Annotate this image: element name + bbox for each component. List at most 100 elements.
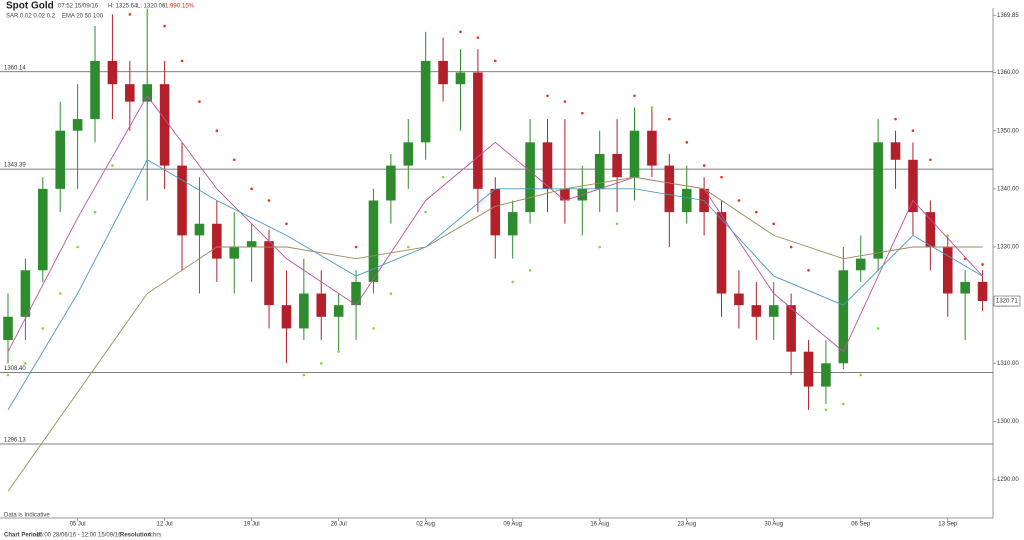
candle-body	[560, 188, 570, 201]
sar-dot	[406, 245, 410, 249]
candle-body	[438, 60, 448, 85]
sar-dot	[929, 158, 932, 162]
sar-dot	[372, 327, 375, 330]
y-tick-label: 1369.85	[997, 13, 1019, 19]
candle-body	[368, 200, 379, 282]
x-tick-label: 26 Jul	[331, 522, 347, 528]
x-tick-label: 09 Aug	[503, 522, 522, 528]
sar-dot	[41, 327, 45, 330]
sar-dot	[737, 199, 741, 202]
candle-body	[647, 130, 657, 166]
sar-dot	[563, 100, 567, 103]
instrument-title: Spot Gold	[6, 1, 54, 12]
ema-legend: EMA 20 50 100	[62, 14, 104, 20]
level-label: 1360.14	[4, 65, 26, 71]
y-tick-label: 1290.00	[997, 477, 1019, 483]
level-label: 1308.40	[4, 366, 26, 372]
sar-dot	[528, 268, 532, 272]
candle-body	[264, 241, 274, 306]
sar-dot	[389, 292, 393, 295]
candle-body	[194, 223, 205, 236]
candle-body	[72, 119, 83, 131]
candle-body	[107, 60, 118, 85]
sar-dot	[772, 222, 776, 226]
sar-dot	[511, 280, 514, 284]
candle-body	[299, 293, 309, 329]
y-tick-label: 1330.00	[997, 245, 1019, 251]
y-tick-label: 1340.00	[997, 186, 1019, 192]
candle-body	[420, 60, 431, 143]
candle-body	[890, 142, 901, 160]
x-tick-label: 23 Aug	[677, 522, 696, 528]
sar-dot	[911, 129, 915, 133]
candle-body	[629, 130, 640, 178]
candle-body	[768, 305, 779, 317]
candle-body	[855, 258, 866, 271]
resolution: 4 hrs	[148, 533, 161, 539]
sar-dot	[215, 129, 219, 133]
x-tick-label: 02 Aug	[416, 522, 435, 528]
ema-line	[7, 176, 983, 492]
sar-dot	[145, 13, 149, 16]
sar-dot	[650, 106, 654, 109]
sar-dot	[285, 222, 288, 226]
sar-dot	[24, 362, 27, 365]
candle-body	[3, 316, 13, 341]
quote-change: -1.99	[163, 4, 177, 10]
candle-body	[542, 142, 553, 189]
sar-dot	[755, 210, 758, 214]
candle-body	[316, 293, 327, 317]
sar-dot	[128, 13, 132, 16]
quote-high: H: 1325.64	[108, 4, 138, 10]
sar-dot	[319, 362, 323, 365]
sar-dot	[789, 245, 793, 249]
candle-body	[803, 351, 814, 387]
sar-dot	[302, 373, 306, 377]
sar-dot	[598, 245, 601, 249]
y-tick-label: 1350.00	[997, 128, 1019, 134]
candle-body	[490, 188, 501, 236]
candle-body	[229, 247, 240, 259]
period-label: Chart Period:	[4, 533, 42, 539]
sar-dot	[685, 141, 689, 144]
candle-body	[212, 223, 222, 259]
candle-body	[612, 153, 622, 178]
candle-body	[159, 84, 170, 166]
sar-dot	[668, 117, 671, 121]
sar-dot	[859, 373, 863, 377]
candle-body	[942, 247, 953, 294]
candle-body	[386, 165, 396, 201]
candle-body	[925, 212, 936, 248]
candle-body	[38, 188, 48, 271]
sar-dot	[842, 402, 845, 406]
candle-body	[734, 293, 744, 306]
sar-dot	[459, 30, 462, 34]
y-tick-label: 1310.00	[997, 361, 1019, 367]
ema-line	[7, 94, 983, 353]
sar-dot	[476, 36, 480, 39]
x-tick-label: 12 Jul	[157, 522, 173, 528]
candle-body	[751, 305, 762, 317]
x-tick-label: 19 Jul	[244, 522, 260, 528]
period: 16:00 28/06/16 - 12:00 15/09/16	[36, 533, 122, 539]
quote-time: 07:52 15/09/16	[58, 4, 99, 10]
candle-body	[507, 212, 518, 236]
candle-body	[786, 305, 796, 352]
candle-body	[177, 165, 187, 236]
y-tick-label: 1300.00	[997, 419, 1019, 425]
sar-dot	[493, 59, 497, 63]
candle-body	[838, 270, 849, 364]
last-price-box	[993, 295, 1021, 307]
sar-dot	[981, 263, 984, 266]
sar-dot	[6, 373, 10, 377]
sar-dot	[876, 327, 880, 330]
y-tick-label: 1360.00	[997, 70, 1019, 76]
resolution-label: Resolution:	[120, 533, 153, 539]
candle-body	[873, 142, 883, 259]
candle-body	[960, 281, 970, 294]
candle-body	[125, 84, 135, 102]
candle-body	[246, 241, 257, 248]
sar-dot	[424, 210, 427, 214]
x-tick-label: 30 Aug	[764, 522, 783, 528]
